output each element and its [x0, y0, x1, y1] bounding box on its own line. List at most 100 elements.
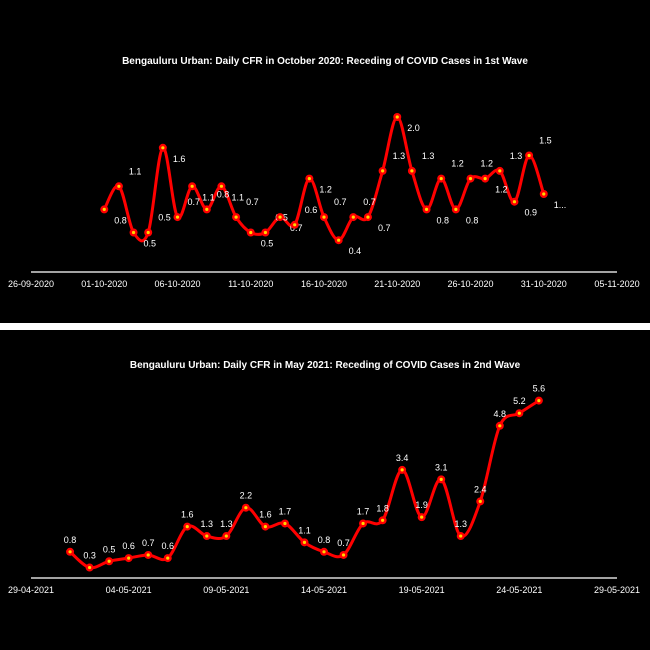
data-point-center [102, 207, 106, 211]
data-point-center [512, 200, 517, 204]
data-label: 0.3 [83, 551, 96, 561]
data-point-center [420, 515, 424, 519]
data-label: 1.3 [454, 519, 467, 529]
data-label: 2.0 [407, 123, 420, 133]
data-point-center [302, 540, 307, 544]
data-point-center [307, 177, 311, 181]
data-point-center [127, 556, 131, 560]
data-point-center [395, 115, 399, 119]
x-tick-label: 26-09-2020 [8, 279, 54, 289]
data-point-center [337, 238, 341, 242]
data-point-center [439, 177, 443, 181]
data-point-center [537, 399, 541, 403]
x-tick-label: 14-05-2021 [301, 585, 347, 595]
data-point-center [351, 215, 355, 219]
data-label: 2.2 [240, 491, 253, 501]
data-point-center [483, 177, 487, 181]
data-label: 2.4 [474, 484, 487, 494]
data-point-center [219, 184, 224, 188]
data-point-center [68, 550, 72, 554]
data-label: 1.6 [259, 510, 272, 520]
data-point-center [249, 230, 253, 235]
data-point-center [131, 230, 136, 235]
data-point-center [366, 215, 370, 219]
data-label: 0.5 [158, 213, 171, 223]
data-label: 0.6 [305, 205, 318, 215]
data-point-center [190, 184, 194, 188]
data-label: 0.7 [378, 223, 391, 233]
data-label: 1.2 [495, 185, 508, 195]
data-point-center [517, 411, 521, 415]
data-point-center [293, 223, 297, 227]
data-label: 3.4 [396, 453, 409, 463]
data-label: 4.8 [494, 409, 507, 419]
data-point-center [542, 192, 546, 196]
x-tick-label: 29-05-2021 [594, 585, 640, 595]
data-point-center [498, 424, 502, 428]
data-label: 0.8 [437, 215, 450, 225]
data-point-center [161, 146, 165, 150]
data-label: 1.9 [415, 500, 428, 510]
data-label: 0.8 [114, 215, 127, 225]
data-label: 0.7 [363, 197, 376, 207]
x-tick-label: 19-05-2021 [399, 585, 445, 595]
data-label: 1.2 [319, 185, 332, 195]
data-label: 0.8 [466, 215, 479, 225]
x-tick-label: 21-10-2020 [374, 279, 420, 289]
data-label: 1.2 [451, 159, 464, 169]
data-point-center [107, 559, 111, 563]
x-tick-label: 05-11-2020 [594, 279, 639, 289]
data-label: 0.7 [334, 197, 347, 207]
data-point-center [439, 477, 443, 481]
data-point-center [410, 169, 414, 173]
data-label: 1.5 [539, 136, 552, 146]
data-label: 5.2 [513, 396, 526, 406]
data-label: 1.3 [201, 519, 214, 529]
data-point-center [498, 169, 502, 173]
data-point-center [381, 169, 385, 173]
data-point-center [146, 230, 150, 235]
data-point-center [205, 207, 209, 211]
data-point-center [400, 468, 404, 472]
data-point-center [278, 215, 282, 219]
x-tick-label: 09-05-2021 [203, 585, 249, 595]
data-label: 1.7 [279, 506, 292, 516]
x-tick-label: 04-05-2021 [106, 585, 152, 595]
data-point-center [244, 506, 248, 510]
data-point-center [381, 518, 385, 522]
x-tick-label: 06-10-2020 [154, 279, 200, 289]
data-label: 0.5 [103, 544, 116, 554]
data-label: 1.1 [231, 192, 244, 202]
data-label: 0.8 [318, 535, 331, 545]
chart-title: Bengauluru Urban: Daily CFR in October 2… [122, 56, 528, 67]
data-point-center [454, 207, 458, 211]
data-label: 0.7 [142, 538, 155, 548]
data-label: 5.6 [533, 384, 546, 394]
data-label: 0.5 [144, 239, 157, 249]
data-label: 1.3 [422, 151, 435, 161]
data-point-center [468, 177, 473, 181]
data-point-center [224, 534, 228, 538]
x-tick-label: 11-10-2020 [228, 279, 273, 289]
data-label: 0.6 [161, 541, 174, 551]
chart-plot-may-2021: 29-04-2021 04-05-2021 09-05-2021 14-05-2021… [8, 384, 640, 595]
data-label: 1.7 [357, 506, 370, 516]
data-point-center [166, 556, 170, 560]
data-label: 0.7 [337, 538, 350, 548]
chart-plot-october-2020: 26-09-2020 01-10-2020 06-10-2020 11-10-2020… [8, 113, 640, 289]
chart-panel-october-2020: Bengauluru Urban: Daily CFR in October 2… [0, 0, 650, 323]
data-label: 1.3 [220, 519, 233, 529]
data-point-center [88, 565, 92, 570]
data-point-center [424, 207, 429, 211]
chart-title: Bengauluru Urban: Daily CFR in May 2021:… [129, 360, 521, 371]
x-tick-label: 16-10-2020 [301, 279, 347, 289]
data-label: 1.1 [298, 525, 311, 535]
data-point-center [263, 525, 267, 529]
data-label: 0.8 [217, 189, 230, 199]
x-tick-label: 26-10-2020 [447, 279, 493, 289]
data-point-center [527, 153, 531, 158]
data-label: 0.8 [64, 535, 77, 545]
data-label: 0.6 [122, 541, 135, 551]
data-point-center [185, 525, 189, 529]
data-label: 0.5 [261, 239, 274, 249]
